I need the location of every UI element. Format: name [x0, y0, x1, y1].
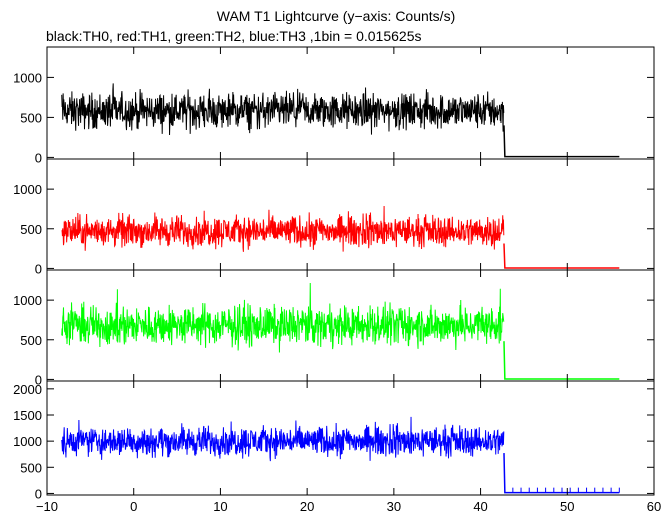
panel-th2: 0 500 1000: [13, 269, 655, 387]
panel-th1: 0 500 1000: [13, 158, 655, 276]
x-tick-label: −10: [36, 499, 58, 514]
y-tick-label: 500: [20, 333, 42, 348]
chart-title: WAM T1 Lightcurve (y−axis: Counts/s): [216, 8, 456, 24]
panel-th3: 0 500 1000 1500 2000: [13, 380, 655, 501]
chart-subtitle: black:TH0, red:TH1, green:TH2, blue:TH3 …: [46, 28, 422, 44]
x-tick-label: 30: [387, 499, 401, 514]
y-tick-label: 500: [20, 222, 42, 237]
panel-frame: [46, 380, 655, 496]
series-line-th3: [61, 416, 505, 462]
y-tick-label: 0: [35, 372, 42, 387]
series-tail-th2: [503, 341, 620, 380]
x-tick-label: 50: [560, 499, 574, 514]
x-tick-label: 10: [213, 499, 227, 514]
series-tail-th0: [503, 125, 620, 158]
series-line-th2: [61, 282, 505, 353]
y-tick-label: 1000: [13, 434, 42, 449]
y-tick-label: 500: [20, 460, 42, 475]
x-tick-label: 0: [130, 499, 137, 514]
y-tick-label: 1500: [13, 408, 42, 423]
y-tick-label: 1000: [13, 70, 42, 85]
y-tick-label: 1000: [13, 182, 42, 197]
x-tick-label: 60: [647, 499, 661, 514]
x-tick-label: 40: [473, 499, 487, 514]
x-tick-label: 20: [300, 499, 314, 514]
y-tick-label: 0: [35, 150, 42, 165]
series-line-th1: [61, 205, 505, 252]
panel-frame: [46, 158, 655, 271]
y-tick-label: 0: [35, 261, 42, 276]
panel-th0: 0 500 1000: [13, 46, 655, 165]
series-tail-th3: [503, 453, 620, 494]
y-tick-label: 2000: [13, 382, 42, 397]
y-tick-label: 1000: [13, 293, 42, 308]
series-tail-th1: [503, 243, 620, 269]
series-line-th0: [61, 83, 505, 135]
y-tick-label: 0: [35, 486, 42, 501]
y-tick-label: 500: [20, 110, 42, 125]
